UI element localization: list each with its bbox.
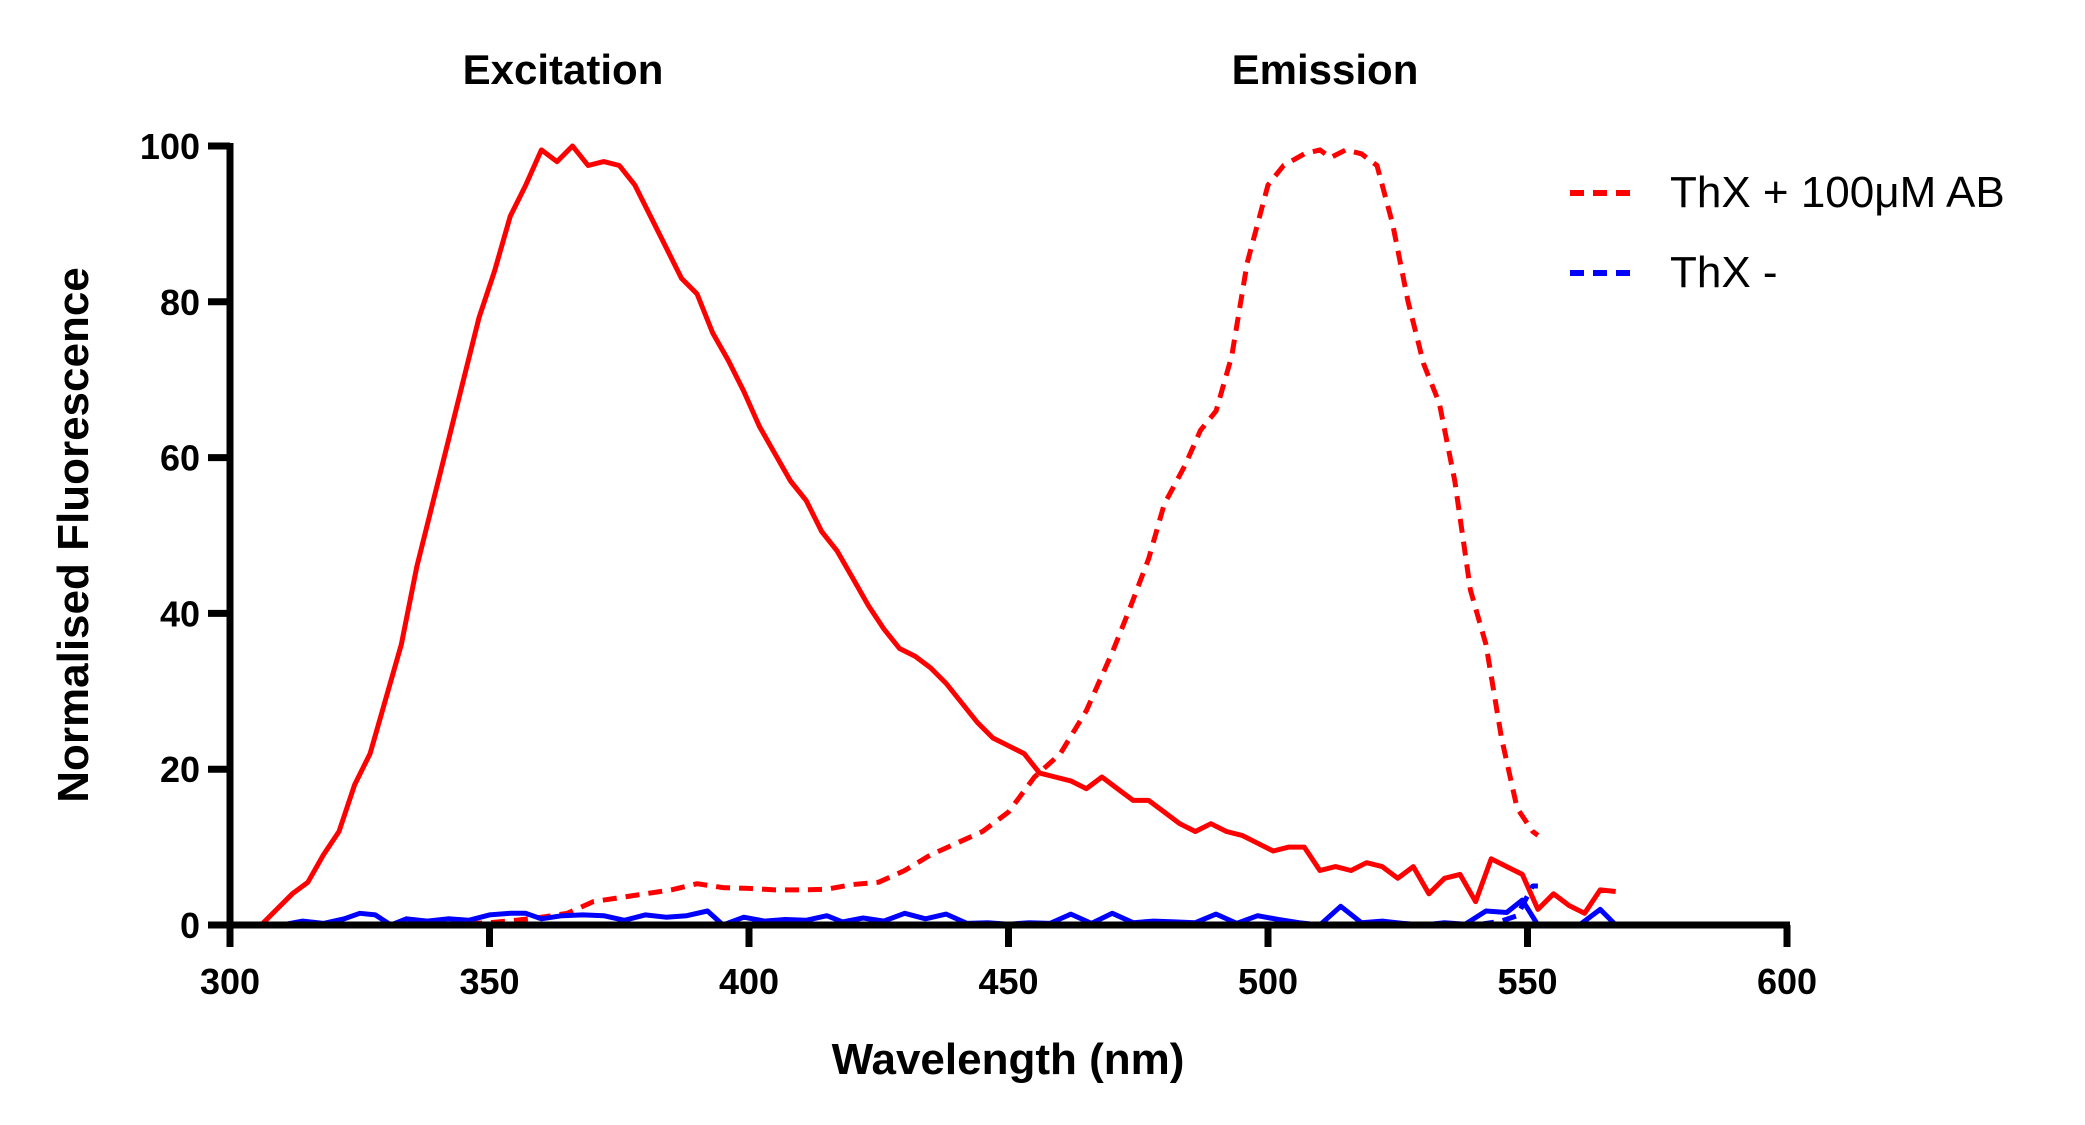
x-axis-label: Wavelength (nm): [832, 1035, 1185, 1084]
x-tick-label: 350: [459, 961, 519, 1002]
y-tick-label: 20: [160, 749, 200, 790]
legend-label-thx-ab: ThX + 100μM AB: [1670, 168, 2005, 217]
annotation-excitation: Excitation: [463, 46, 664, 93]
series-line-emission-1: [261, 147, 1540, 928]
y-axis-label: Normalised Fluorescence: [49, 267, 98, 803]
x-tick-label: 600: [1757, 961, 1817, 1002]
legend: ThX + 100μM AB ThX -: [1570, 168, 2005, 297]
legend-label-thx: ThX -: [1670, 248, 1778, 297]
x-tick-label: 450: [978, 961, 1038, 1002]
y-tick-label: 60: [160, 438, 200, 479]
x-tick-label: 550: [1497, 961, 1557, 1002]
tick-labels: 300 350 400 450 500 550 600 0 20 40 60 80 100: [140, 126, 1817, 1002]
series-line-excitation-2: [261, 897, 1618, 928]
axes: [208, 142, 1791, 947]
y-tick-label: 100: [140, 126, 200, 167]
y-tick-label: 0: [180, 905, 200, 946]
plot-lines: [259, 143, 1618, 928]
x-tick-label: 400: [719, 961, 779, 1002]
x-tick-label: 300: [200, 961, 260, 1002]
y-tick-label: 80: [160, 282, 200, 323]
series-line-excitation-0: [259, 143, 1616, 927]
y-tick-label: 40: [160, 593, 200, 634]
x-tick-label: 500: [1238, 961, 1298, 1002]
annotation-emission: Emission: [1232, 46, 1419, 93]
